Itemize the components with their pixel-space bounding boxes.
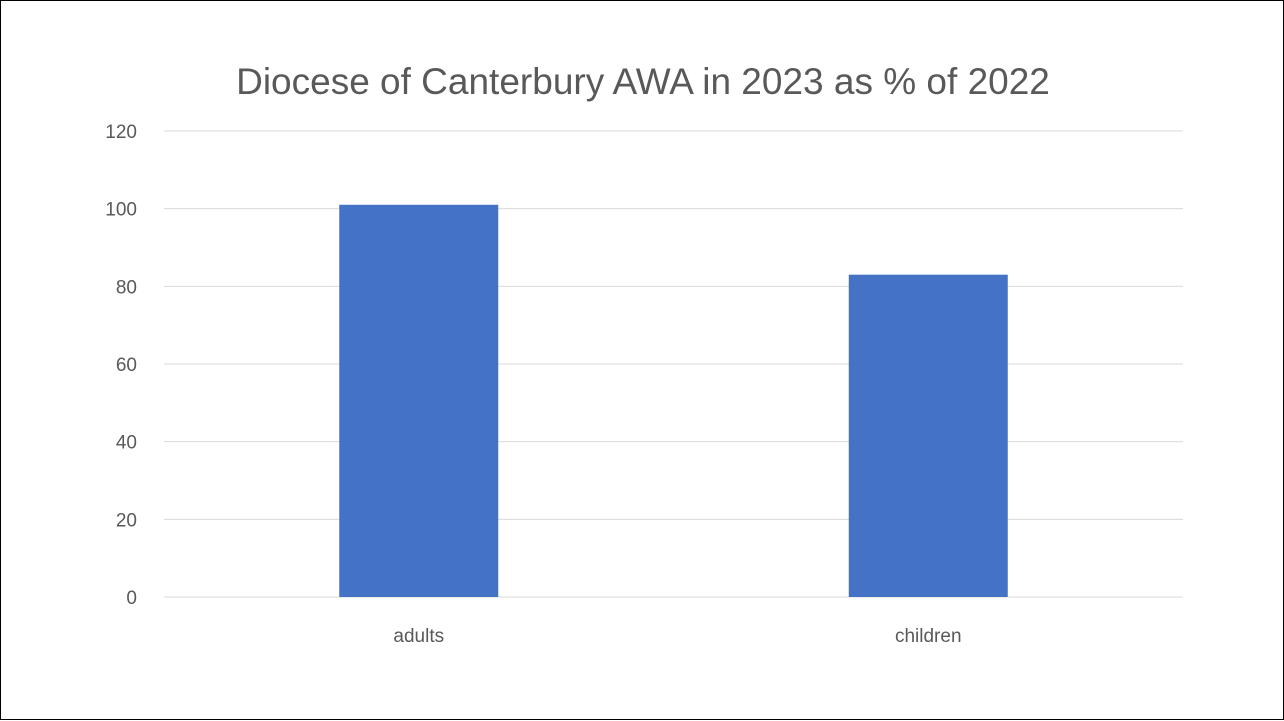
x-tick-label-children: children bbox=[895, 626, 962, 647]
x-axis-tick-labels: adults children bbox=[393, 626, 961, 647]
x-tick-label-adults: adults bbox=[393, 626, 444, 647]
y-tick-label-60: 60 bbox=[116, 355, 137, 376]
y-axis-tick-labels: 0 20 40 60 80 100 120 bbox=[105, 122, 137, 609]
y-tick-label-20: 20 bbox=[116, 510, 137, 531]
y-tick-label-100: 100 bbox=[105, 200, 137, 221]
bar-children bbox=[848, 274, 1008, 597]
bar-adults bbox=[339, 204, 499, 598]
bars bbox=[339, 204, 1008, 598]
y-tick-label-40: 40 bbox=[116, 433, 137, 454]
chart-title: Diocese of Canterbury AWA in 2023 as % o… bbox=[236, 61, 1050, 102]
y-tick-label-120: 120 bbox=[105, 122, 137, 143]
y-tick-label-80: 80 bbox=[116, 277, 137, 298]
gridlines bbox=[164, 130, 1183, 598]
y-tick-label-0: 0 bbox=[126, 588, 137, 609]
